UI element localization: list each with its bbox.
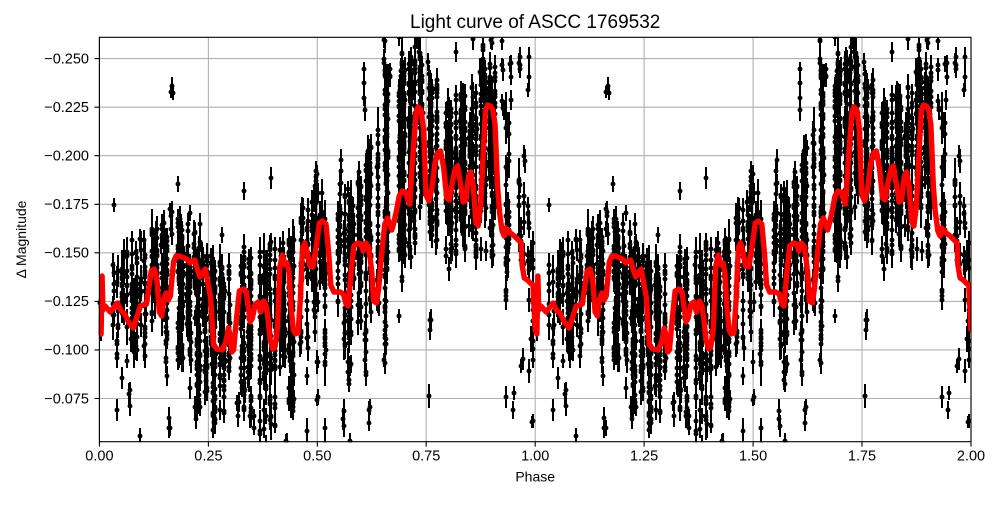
svg-text:−0.100: −0.100: [44, 343, 89, 359]
svg-text:−0.150: −0.150: [44, 246, 89, 262]
svg-text:Δ Magnitude: Δ Magnitude: [13, 200, 29, 278]
svg-text:2.00: 2.00: [957, 449, 985, 465]
svg-text:0.00: 0.00: [85, 449, 113, 465]
svg-text:1.75: 1.75: [848, 449, 876, 465]
svg-text:−0.125: −0.125: [44, 294, 89, 310]
svg-text:1.50: 1.50: [739, 449, 767, 465]
svg-text:−0.225: −0.225: [44, 100, 89, 116]
svg-text:0.25: 0.25: [194, 449, 222, 465]
svg-text:−0.200: −0.200: [44, 149, 89, 165]
svg-text:−0.250: −0.250: [44, 51, 89, 67]
svg-text:1.00: 1.00: [521, 449, 549, 465]
svg-text:−0.075: −0.075: [44, 391, 89, 407]
svg-text:0.50: 0.50: [303, 449, 331, 465]
svg-text:Phase: Phase: [515, 469, 555, 485]
svg-text:1.25: 1.25: [630, 449, 658, 465]
svg-text:Light curve of ASCC 1769532: Light curve of ASCC 1769532: [410, 12, 660, 33]
svg-text:0.75: 0.75: [412, 449, 440, 465]
svg-text:−0.175: −0.175: [44, 197, 89, 213]
